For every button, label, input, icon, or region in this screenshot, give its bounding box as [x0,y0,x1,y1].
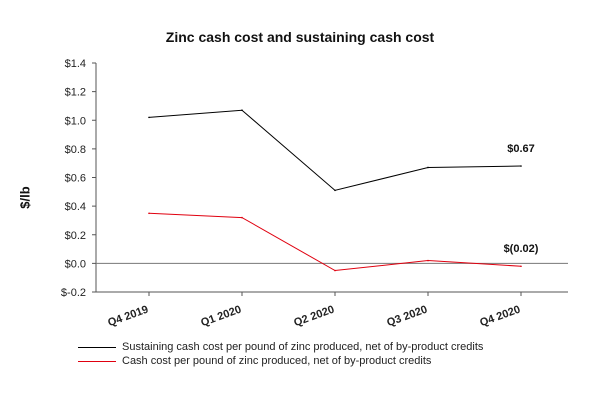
legend-swatch-sustaining [78,346,116,348]
y-tick-label: $-0.2 [61,287,86,299]
x-tick-label: Q4 2020 [478,304,522,330]
data-label: $(0.02) [504,243,539,255]
legend-label-sustaining: Sustaining cash cost per pound of zinc p… [122,341,484,353]
legend: Sustaining cash cost per pound of zinc p… [78,340,483,368]
x-tick-label: Q4 2019 [106,304,150,330]
legend-label-cash-cost: Cash cost per pound of zinc produced, ne… [122,355,432,367]
legend-item-sustaining: Sustaining cash cost per pound of zinc p… [78,340,483,354]
data-point [427,166,429,169]
data-label: $0.67 [507,143,535,155]
y-tick-label: $0.2 [65,230,86,242]
x-tick-label: Q1 2020 [199,304,243,330]
data-point [148,212,150,215]
data-point [334,269,336,272]
data-point [520,165,522,167]
series-line-sustaining [148,109,522,191]
data-point [241,109,243,112]
y-tick-label: $1.2 [65,87,86,99]
data-point [520,265,522,268]
x-tick-label: Q3 2020 [385,304,429,330]
y-tick-label: $1.4 [65,58,86,70]
legend-swatch-cash-cost [78,360,116,362]
chart-title: Zinc cash cost and sustaining cash cost [165,29,435,45]
y-tick-label: $0.4 [65,201,86,213]
y-tick-label: $0.0 [65,258,86,270]
data-point [241,216,243,219]
y-tick-label: $0.6 [65,173,86,185]
legend-item-cash-cost: Cash cost per pound of zinc produced, ne… [78,354,483,368]
x-tick-label: Q2 2020 [292,304,336,330]
y-tick-label: $0.8 [65,144,86,156]
data-point [334,189,336,192]
series-line-cash-cost [148,212,522,272]
y-tick-label: $1.0 [65,115,86,127]
data-point [148,116,150,119]
data-point [427,259,429,262]
